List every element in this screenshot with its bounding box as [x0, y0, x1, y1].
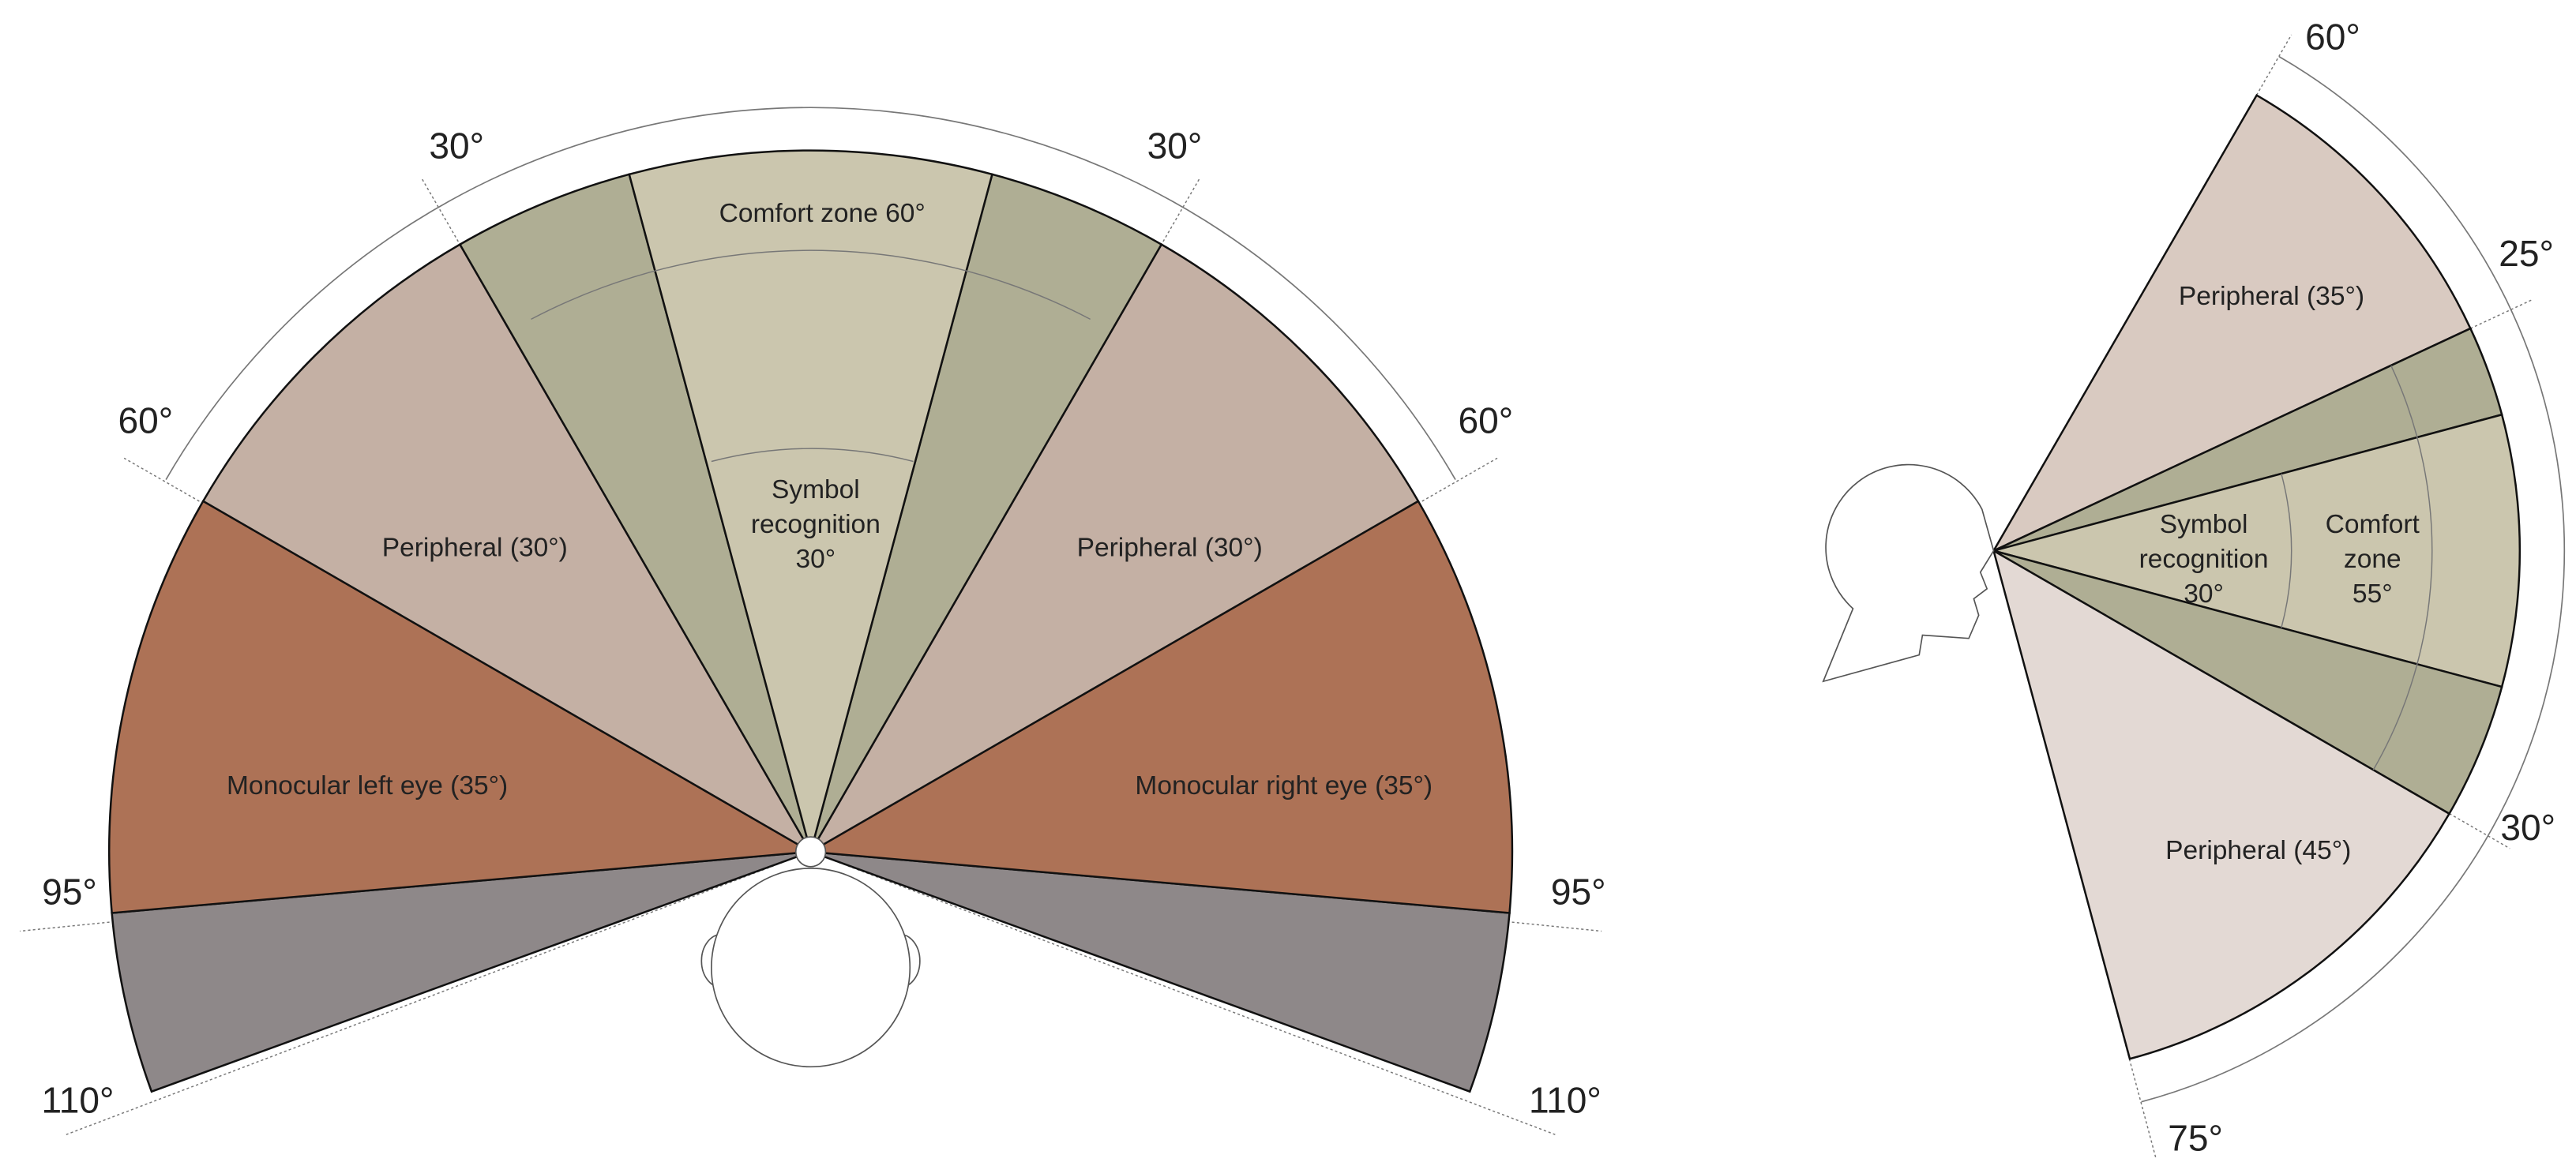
angle-label: 25° [2499, 233, 2554, 274]
angle-label: 30° [2500, 807, 2555, 848]
zone-label: recognition [751, 510, 881, 539]
side-view: 60° 25° 30° 75° Peripheral (35°) Symbol … [1822, 16, 2566, 1159]
tick-line [810, 851, 1556, 1135]
zone-label: recognition [2139, 545, 2269, 574]
zone-label: Peripheral (30°) [382, 533, 568, 562]
outer-band [2141, 55, 2566, 1103]
zone-label: 55° [2353, 579, 2393, 609]
wedge [1992, 549, 2503, 815]
wedge [111, 850, 812, 1093]
zone-label: Comfort zone 60° [719, 199, 926, 228]
zone-label: Peripheral (30°) [1077, 533, 1263, 562]
wedge [201, 242, 814, 855]
angle-label: 75° [2168, 1118, 2223, 1159]
wedge [810, 850, 1511, 1093]
arc [2281, 473, 2292, 628]
zone-label: 30° [2184, 579, 2224, 609]
zone-label: Comfort [2326, 510, 2420, 539]
angle-label: 110° [1529, 1080, 1602, 1121]
zone-label: Symbol [2160, 510, 2248, 539]
zone-label: 30° [796, 545, 836, 574]
angle-label: 30° [429, 126, 484, 167]
tick-line [66, 851, 811, 1135]
arc [531, 249, 1091, 320]
angle-label: 60° [2305, 16, 2360, 57]
wedge [809, 173, 1163, 853]
zone-label: Symbol [772, 475, 860, 504]
zone-label: Peripheral (35°) [2179, 282, 2364, 311]
zone-label: Monocular right eye (35°) [1135, 771, 1433, 800]
wedge [108, 500, 814, 914]
angle-label: 60° [118, 400, 174, 441]
wedge [1992, 549, 2451, 1060]
angle-label: 95° [1551, 872, 1606, 913]
angle-label: 110° [42, 1080, 115, 1121]
front-view: 30° 30° 60° 60° 95° 95° 110° 110° Comfor… [20, 107, 1606, 1135]
zone-label: zone [2344, 545, 2401, 574]
head [700, 836, 921, 1068]
wedge [628, 149, 993, 856]
outer-band [165, 107, 1456, 480]
wedge [458, 173, 812, 853]
angle-label: 30° [1147, 126, 1203, 167]
zone-label: Monocular left eye (35°) [227, 771, 508, 800]
angle-label: 60° [1459, 400, 1514, 441]
arc [711, 448, 914, 463]
arc [2372, 365, 2433, 770]
wedge [1989, 413, 2522, 688]
wedge [807, 500, 1514, 914]
zone-label: Peripheral (45°) [2165, 836, 2351, 865]
head-profile [1822, 463, 1995, 683]
wedge [1991, 93, 2472, 553]
wedge [808, 242, 1420, 855]
angle-label: 95° [42, 872, 97, 913]
